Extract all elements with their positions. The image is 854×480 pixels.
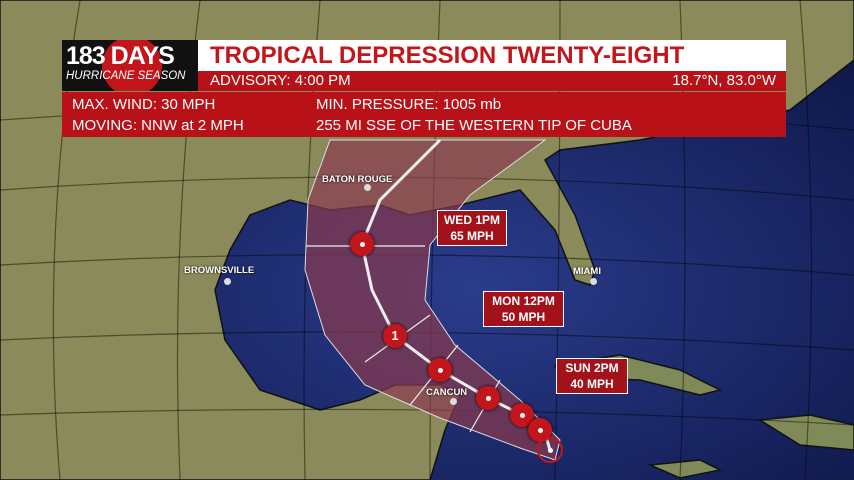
storm-title: TROPICAL DEPRESSION TWENTY-EIGHT [198, 40, 786, 71]
tropical-storm-icon [428, 358, 452, 382]
storm-details: MAX. WIND: 30 MPH MIN. PRESSURE: 1005 mb… [62, 92, 786, 137]
tropical-storm-icon [476, 386, 500, 410]
advisory-row: ADVISORY: 4:00 PM 18.7°N, 83.0°W [198, 71, 786, 91]
storm-position: 18.7°N, 83.0°W [672, 72, 776, 89]
forecast-wind: 65 MPH [450, 229, 494, 243]
hurricane-icon: 1 [383, 324, 407, 348]
city-miami: MIAMI [573, 266, 601, 277]
city-dot [224, 278, 231, 285]
city-dot [590, 278, 597, 285]
forecast-day: WED 1PM [443, 213, 500, 227]
advisory-header: 183 DAYS HURRICANE SEASON TROPICAL DEPRE… [62, 40, 786, 137]
forecast-label-mon: MON 12PM 50 MPH [483, 291, 564, 327]
station-logo: 183 DAYS HURRICANE SEASON [62, 40, 198, 91]
advisory-time: ADVISORY: 4:00 PM [210, 72, 351, 89]
forecast-wind: 40 MPH [570, 377, 614, 391]
city-brownsville: BROWNSVILLE [184, 265, 255, 276]
logo-disc [102, 40, 162, 91]
depression-icon [537, 437, 563, 463]
logo-days: 183 DAYS [66, 42, 175, 70]
city-dot [364, 184, 371, 191]
movement: MOVING: NNW at 2 MPH [72, 117, 244, 134]
hurricane-icon [350, 232, 374, 256]
forecast-label-sun: SUN 2PM 40 MPH [556, 358, 628, 394]
forecast-day: SUN 2PM [565, 361, 619, 375]
min-pressure: MIN. PRESSURE: 1005 mb [316, 96, 502, 113]
logo-subtitle: HURRICANE SEASON [66, 70, 186, 82]
forecast-wind: 50 MPH [501, 310, 546, 324]
forecast-label-wed: WED 1PM 65 MPH [437, 210, 507, 246]
city-cancun: CANCUN [426, 387, 468, 398]
forecast-day: MON 12PM [492, 294, 555, 308]
max-wind: MAX. WIND: 30 MPH [72, 96, 216, 113]
city-dot [450, 398, 457, 405]
storm-location: 255 MI SSE OF THE WESTERN TIP OF CUBA [316, 117, 632, 134]
city-baton-rouge: BATON ROUGE [322, 174, 393, 185]
